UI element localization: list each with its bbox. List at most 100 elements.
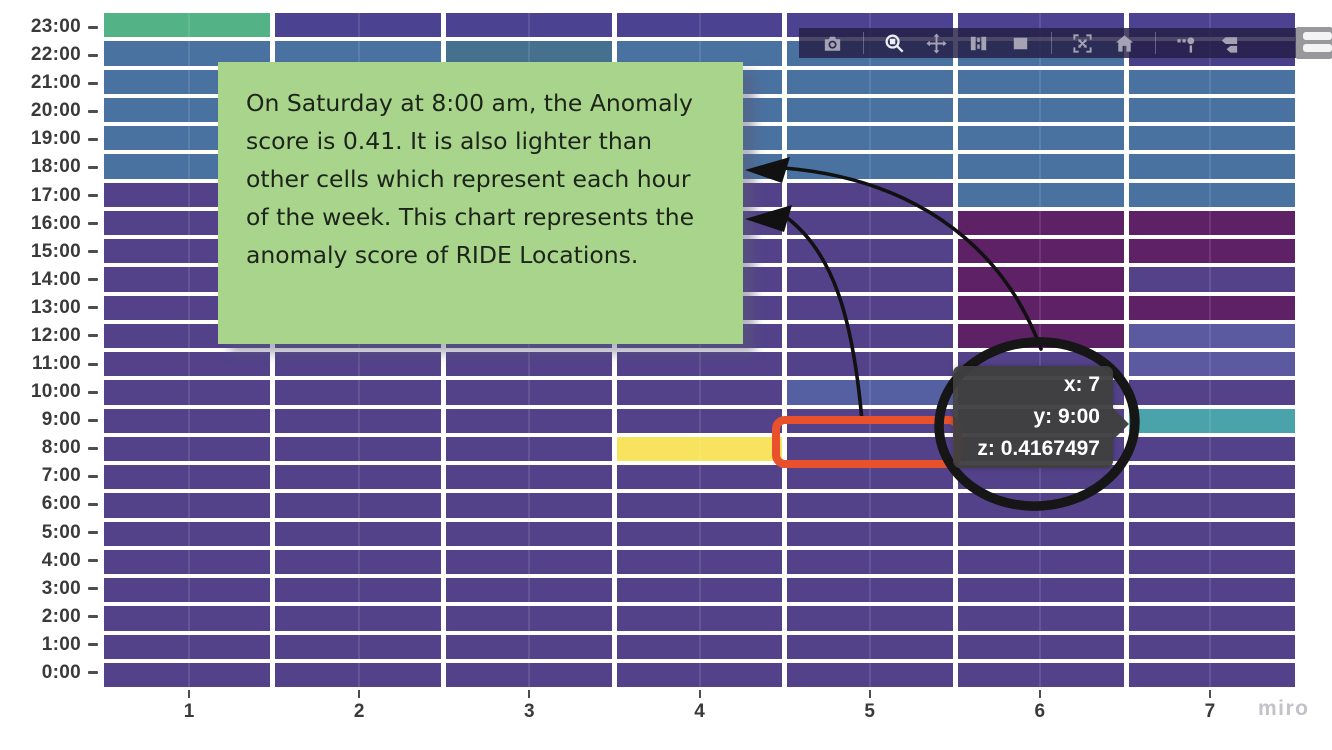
heatmap-cell[interactable]	[958, 634, 1125, 659]
heatmap-cell[interactable]	[787, 521, 954, 546]
heatmap-cell[interactable]	[958, 323, 1125, 348]
heatmap-cell[interactable]	[274, 549, 441, 574]
heatmap-cell[interactable]	[787, 493, 954, 518]
heatmap-cell[interactable]	[274, 41, 441, 66]
heatmap-cell[interactable]	[616, 380, 783, 405]
heatmap-cell[interactable]	[616, 606, 783, 631]
heatmap-cell[interactable]	[104, 380, 270, 405]
heatmap-cell[interactable]	[1129, 549, 1295, 574]
heatmap-cell[interactable]	[1129, 126, 1295, 151]
heatmap-cell[interactable]	[274, 634, 441, 659]
heatmap-cell[interactable]	[787, 606, 954, 631]
heatmap-cell[interactable]	[274, 380, 441, 405]
heatmap-cell[interactable]	[1129, 323, 1295, 348]
heatmap-cell[interactable]	[1129, 634, 1295, 659]
heatmap-cell[interactable]	[958, 154, 1125, 179]
heatmap-cell[interactable]	[616, 41, 783, 66]
heatmap-cell[interactable]	[1129, 97, 1295, 122]
heatmap-cell[interactable]	[787, 465, 954, 490]
cropped-ui-fragment[interactable]	[1296, 27, 1332, 59]
heatmap-cell[interactable]	[616, 465, 783, 490]
heatmap-cell[interactable]	[1129, 352, 1295, 377]
heatmap-cell[interactable]	[958, 210, 1125, 235]
heatmap-cell[interactable]	[104, 41, 270, 66]
heatmap-cell[interactable]	[104, 352, 270, 377]
heatmap-cell[interactable]	[445, 549, 612, 574]
heatmap-cell[interactable]	[1129, 662, 1295, 687]
heatmap-cell[interactable]	[1129, 493, 1295, 518]
heatmap-cell[interactable]	[274, 521, 441, 546]
heatmap-cell[interactable]	[1129, 380, 1295, 405]
sticky-note[interactable]: On Saturday at 8:00 am, the Anomaly scor…	[218, 62, 743, 344]
heatmap-cell[interactable]	[787, 662, 954, 687]
heatmap-cell[interactable]	[1129, 295, 1295, 320]
heatmap-cell[interactable]	[274, 436, 441, 461]
heatmap-cell[interactable]	[445, 521, 612, 546]
heatmap-cell[interactable]	[274, 662, 441, 687]
heatmap-cell[interactable]	[1129, 69, 1295, 94]
heatmap-cell[interactable]	[104, 13, 270, 38]
heatmap-cell[interactable]	[104, 578, 270, 603]
heatmap-cell[interactable]	[274, 606, 441, 631]
home-icon[interactable]	[1113, 32, 1136, 55]
heatmap-cell[interactable]	[1129, 267, 1295, 292]
heatmap-cell[interactable]	[958, 465, 1125, 490]
heatmap-cell[interactable]	[104, 606, 270, 631]
heatmap-cell[interactable]	[958, 182, 1125, 207]
heatmap-cell[interactable]	[958, 239, 1125, 264]
heatmap-cell[interactable]	[958, 126, 1125, 151]
heatmap-cell[interactable]	[274, 408, 441, 433]
heatmap-cell[interactable]	[104, 634, 270, 659]
heatmap-cell[interactable]	[445, 408, 612, 433]
heatmap-cell[interactable]	[616, 352, 783, 377]
heatmap-cell[interactable]	[1129, 436, 1295, 461]
heatmap-cell[interactable]	[274, 352, 441, 377]
heatmap-cell[interactable]	[1129, 408, 1295, 433]
heatmap-cell[interactable]	[1129, 210, 1295, 235]
heatmap-cell[interactable]	[616, 13, 783, 38]
heatmap-cell[interactable]	[104, 436, 270, 461]
heatmap-cell[interactable]	[958, 578, 1125, 603]
heatmap-cell[interactable]	[616, 549, 783, 574]
hover-compare-icon[interactable]	[1217, 32, 1240, 55]
lasso-select-icon[interactable]	[1009, 32, 1032, 55]
heatmap-cell[interactable]	[104, 408, 270, 433]
heatmap-cell[interactable]	[1129, 154, 1295, 179]
heatmap-cell[interactable]	[1129, 606, 1295, 631]
heatmap-cell[interactable]	[958, 295, 1125, 320]
heatmap-cell[interactable]	[445, 465, 612, 490]
heatmap-cell[interactable]	[958, 493, 1125, 518]
heatmap-cell[interactable]	[787, 634, 954, 659]
heatmap-cell[interactable]	[445, 662, 612, 687]
heatmap-cell[interactable]	[1129, 239, 1295, 264]
heatmap-cell[interactable]	[104, 521, 270, 546]
heatmap-cell[interactable]	[958, 549, 1125, 574]
heatmap-cell[interactable]	[274, 465, 441, 490]
heatmap-cell[interactable]	[104, 493, 270, 518]
hover-closest-icon[interactable]	[1175, 32, 1198, 55]
autoscale-icon[interactable]	[1071, 32, 1094, 55]
heatmap-cell[interactable]	[616, 493, 783, 518]
pan-icon[interactable]	[925, 32, 948, 55]
heatmap-cell[interactable]	[104, 549, 270, 574]
heatmap-cell[interactable]	[445, 436, 612, 461]
heatmap-cell[interactable]	[445, 606, 612, 631]
heatmap-cell[interactable]	[1129, 465, 1295, 490]
heatmap-cell[interactable]	[616, 662, 783, 687]
heatmap-cell[interactable]	[616, 436, 783, 461]
heatmap-cell[interactable]	[787, 578, 954, 603]
heatmap-cell[interactable]	[1129, 182, 1295, 207]
heatmap-cell[interactable]	[958, 267, 1125, 292]
heatmap-cell[interactable]	[787, 549, 954, 574]
box-select-icon[interactable]	[967, 32, 990, 55]
heatmap-cell[interactable]	[104, 465, 270, 490]
zoom-icon[interactable]	[883, 32, 906, 55]
heatmap-cell[interactable]	[445, 380, 612, 405]
heatmap-cell[interactable]	[616, 578, 783, 603]
heatmap-cell[interactable]	[274, 13, 441, 38]
heatmap-cell[interactable]	[787, 126, 954, 151]
heatmap-cell[interactable]	[445, 493, 612, 518]
heatmap-cell[interactable]	[445, 352, 612, 377]
camera-icon[interactable]	[821, 32, 844, 55]
